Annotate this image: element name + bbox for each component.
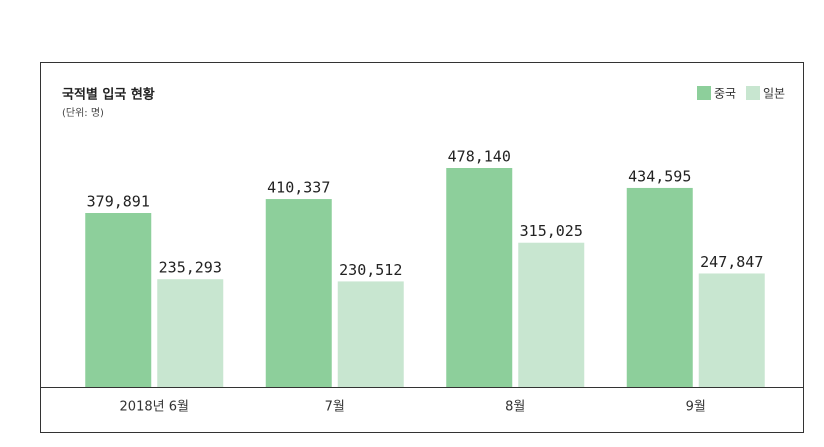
x-tick-label: 8월 [505, 400, 525, 415]
data-label: 410,337 [267, 179, 330, 197]
bar [337, 281, 404, 387]
bar [518, 242, 585, 387]
bar [698, 273, 765, 387]
data-label: 247,847 [700, 253, 763, 271]
legend-label: 일본 [763, 87, 785, 101]
data-label: 379,891 [87, 193, 150, 211]
bar [157, 279, 224, 387]
chart-title: 국적별 입국 현황 [62, 87, 155, 103]
x-tick-label: 2018년 6월 [120, 400, 189, 415]
chart-frame [40, 62, 804, 433]
bar [446, 168, 513, 387]
data-label: 434,595 [628, 167, 691, 185]
bar [626, 187, 693, 387]
legend-swatch [746, 86, 760, 100]
bar [85, 213, 152, 387]
legend-label: 중국 [714, 87, 736, 101]
x-tick-label: 9월 [686, 400, 706, 415]
x-tick-label: 7월 [325, 400, 345, 415]
chart-subtitle: (단위: 명) [62, 106, 104, 119]
data-label: 315,025 [520, 222, 583, 240]
data-label: 235,293 [159, 259, 222, 277]
data-label: 230,512 [339, 261, 402, 279]
data-label: 478,140 [448, 148, 511, 166]
legend-swatch [697, 86, 711, 100]
bar [265, 199, 332, 387]
